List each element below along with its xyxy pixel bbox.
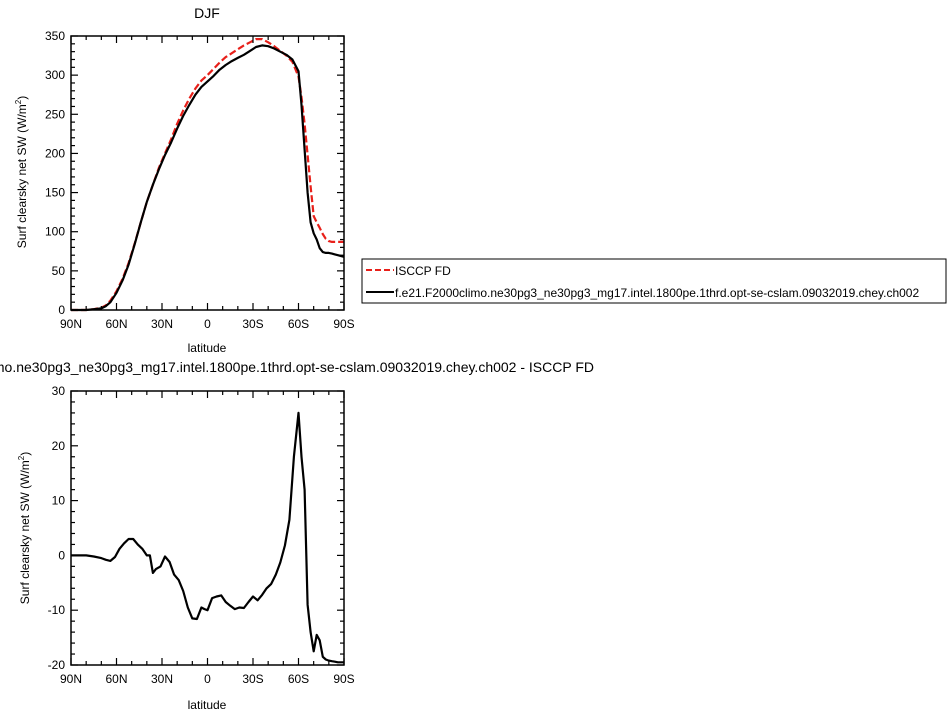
top-x-tick-label: 30N	[151, 317, 173, 331]
bottom-chart-panel: f.e21.F2000climo.ne30pg3_ne30pg3_mg17.in…	[0, 359, 594, 712]
top-x-ticks: 90N 60N 30N 0 30S 60S 90S	[60, 36, 355, 331]
top-y-tick-label: 350	[45, 29, 65, 43]
legend-label-model: f.e21.F2000climo.ne30pg3_ne30pg3_mg17.in…	[395, 286, 919, 300]
top-x-tick-label: 90N	[60, 317, 82, 331]
top-x-tick-label: 60N	[105, 317, 127, 331]
bottom-y-axis-label: Surf clearsky net SW (W/m2)	[17, 452, 32, 604]
bot-x-tick-label: 30S	[242, 672, 263, 686]
top-chart-panel: DJF Surf clearsky net SW (W/m2) latitude…	[14, 5, 355, 355]
bot-y-tick-label: 10	[52, 494, 66, 508]
top-series-line-1	[71, 44, 345, 312]
top-y-tick-label: 100	[45, 225, 65, 239]
top-y-ticks: 0 50 100 150 200 250 300 350	[45, 29, 344, 317]
legend-box	[361, 258, 947, 304]
bot-y-tick-label: 0	[58, 548, 65, 562]
top-y-tick-label: 50	[52, 264, 66, 278]
top-x-tick-label: 90S	[333, 317, 354, 331]
bottom-chart-title: f.e21.F2000climo.ne30pg3_ne30pg3_mg17.in…	[0, 359, 594, 375]
bot-y-tick-label: -10	[48, 603, 66, 617]
top-chart-title: DJF	[194, 5, 220, 21]
bot-series-line-0	[71, 411, 344, 664]
top-x-tick-label: 60S	[288, 317, 309, 331]
bot-x-tick-label: 30N	[151, 672, 173, 686]
bottom-series-lines	[71, 411, 344, 664]
bot-y-tick-label: 20	[52, 439, 66, 453]
bot-x-tick-label: 0	[204, 672, 211, 686]
top-y-tick-label: 150	[45, 186, 65, 200]
legend-label-isccp: ISCCP FD	[395, 264, 451, 278]
top-y-tick-label: 250	[45, 107, 65, 121]
top-y-tick-label: 0	[58, 303, 65, 317]
top-x-axis-label: latitude	[188, 341, 227, 355]
top-x-tick-label: 30S	[242, 317, 263, 331]
top-y-axis-label: Surf clearsky net SW (W/m2)	[14, 96, 29, 248]
bottom-x-ticks: 90N 60N 30N 0 30S 60S 90S	[60, 391, 355, 686]
top-plot-frame	[70, 35, 345, 311]
bot-y-tick-label: -20	[48, 658, 66, 672]
top-series-line-0	[71, 38, 344, 312]
legend: ISCCP FD f.e21.F2000climo.ne30pg3_ne30pg…	[361, 258, 947, 304]
bot-x-tick-label: 90S	[333, 672, 354, 686]
bottom-plot-frame	[70, 390, 345, 666]
bottom-x-axis-label: latitude	[188, 698, 227, 712]
bottom-y-ticks: -20 -10 0 10 20 30	[48, 384, 344, 672]
bot-x-tick-label: 60S	[288, 672, 309, 686]
top-x-tick-label: 0	[204, 317, 211, 331]
bot-y-tick-label: 30	[52, 384, 66, 398]
top-series-lines	[71, 38, 345, 312]
bot-x-tick-label: 60N	[105, 672, 127, 686]
bot-x-tick-label: 90N	[60, 672, 82, 686]
top-y-tick-label: 200	[45, 146, 65, 160]
top-y-tick-label: 300	[45, 68, 65, 82]
